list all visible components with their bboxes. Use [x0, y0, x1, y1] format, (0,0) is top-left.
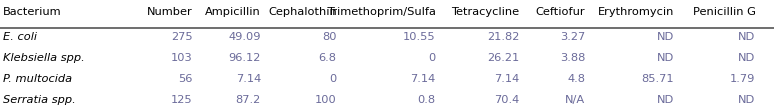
Text: ND: ND [657, 32, 674, 42]
Text: 0.8: 0.8 [418, 95, 436, 105]
Text: 7.14: 7.14 [235, 74, 261, 84]
Text: 10.55: 10.55 [403, 32, 436, 42]
Text: 85.71: 85.71 [642, 74, 674, 84]
Text: Bacterium: Bacterium [3, 7, 62, 17]
Text: 4.8: 4.8 [567, 74, 585, 84]
Text: 49.09: 49.09 [228, 32, 261, 42]
Text: 7.14: 7.14 [410, 74, 436, 84]
Text: 1.79: 1.79 [730, 74, 755, 84]
Text: 0: 0 [330, 74, 337, 84]
Text: Number: Number [147, 7, 193, 17]
Text: ND: ND [657, 53, 674, 63]
Text: 87.2: 87.2 [235, 95, 261, 105]
Text: 3.27: 3.27 [560, 32, 585, 42]
Text: Trimethoprim/Sulfa: Trimethoprim/Sulfa [327, 7, 436, 17]
Text: Ceftiofur: Ceftiofur [536, 7, 585, 17]
Text: 125: 125 [171, 95, 193, 105]
Text: 80: 80 [322, 32, 337, 42]
Text: 21.82: 21.82 [487, 32, 519, 42]
Text: 70.4: 70.4 [494, 95, 519, 105]
Text: Ampicillin: Ampicillin [205, 7, 261, 17]
Text: 26.21: 26.21 [487, 53, 519, 63]
Text: 96.12: 96.12 [228, 53, 261, 63]
Text: 3.88: 3.88 [560, 53, 585, 63]
Text: P. multocida: P. multocida [3, 74, 72, 84]
Text: ND: ND [738, 32, 755, 42]
Text: Tetracycline: Tetracycline [451, 7, 519, 17]
Text: Serratia spp.: Serratia spp. [3, 95, 76, 105]
Text: 100: 100 [315, 95, 337, 105]
Text: 56: 56 [178, 74, 193, 84]
Text: Penicillin G: Penicillin G [693, 7, 755, 17]
Text: 275: 275 [171, 32, 193, 42]
Text: 6.8: 6.8 [319, 53, 337, 63]
Text: 103: 103 [171, 53, 193, 63]
Text: N/A: N/A [565, 95, 585, 105]
Text: Cephalothin: Cephalothin [268, 7, 337, 17]
Text: 0: 0 [429, 53, 436, 63]
Text: Erythromycin: Erythromycin [598, 7, 674, 17]
Text: E. coli: E. coli [3, 32, 37, 42]
Text: ND: ND [657, 95, 674, 105]
Text: 7.14: 7.14 [494, 74, 519, 84]
Text: ND: ND [738, 95, 755, 105]
Text: ND: ND [738, 53, 755, 63]
Text: Klebsiella spp.: Klebsiella spp. [3, 53, 85, 63]
